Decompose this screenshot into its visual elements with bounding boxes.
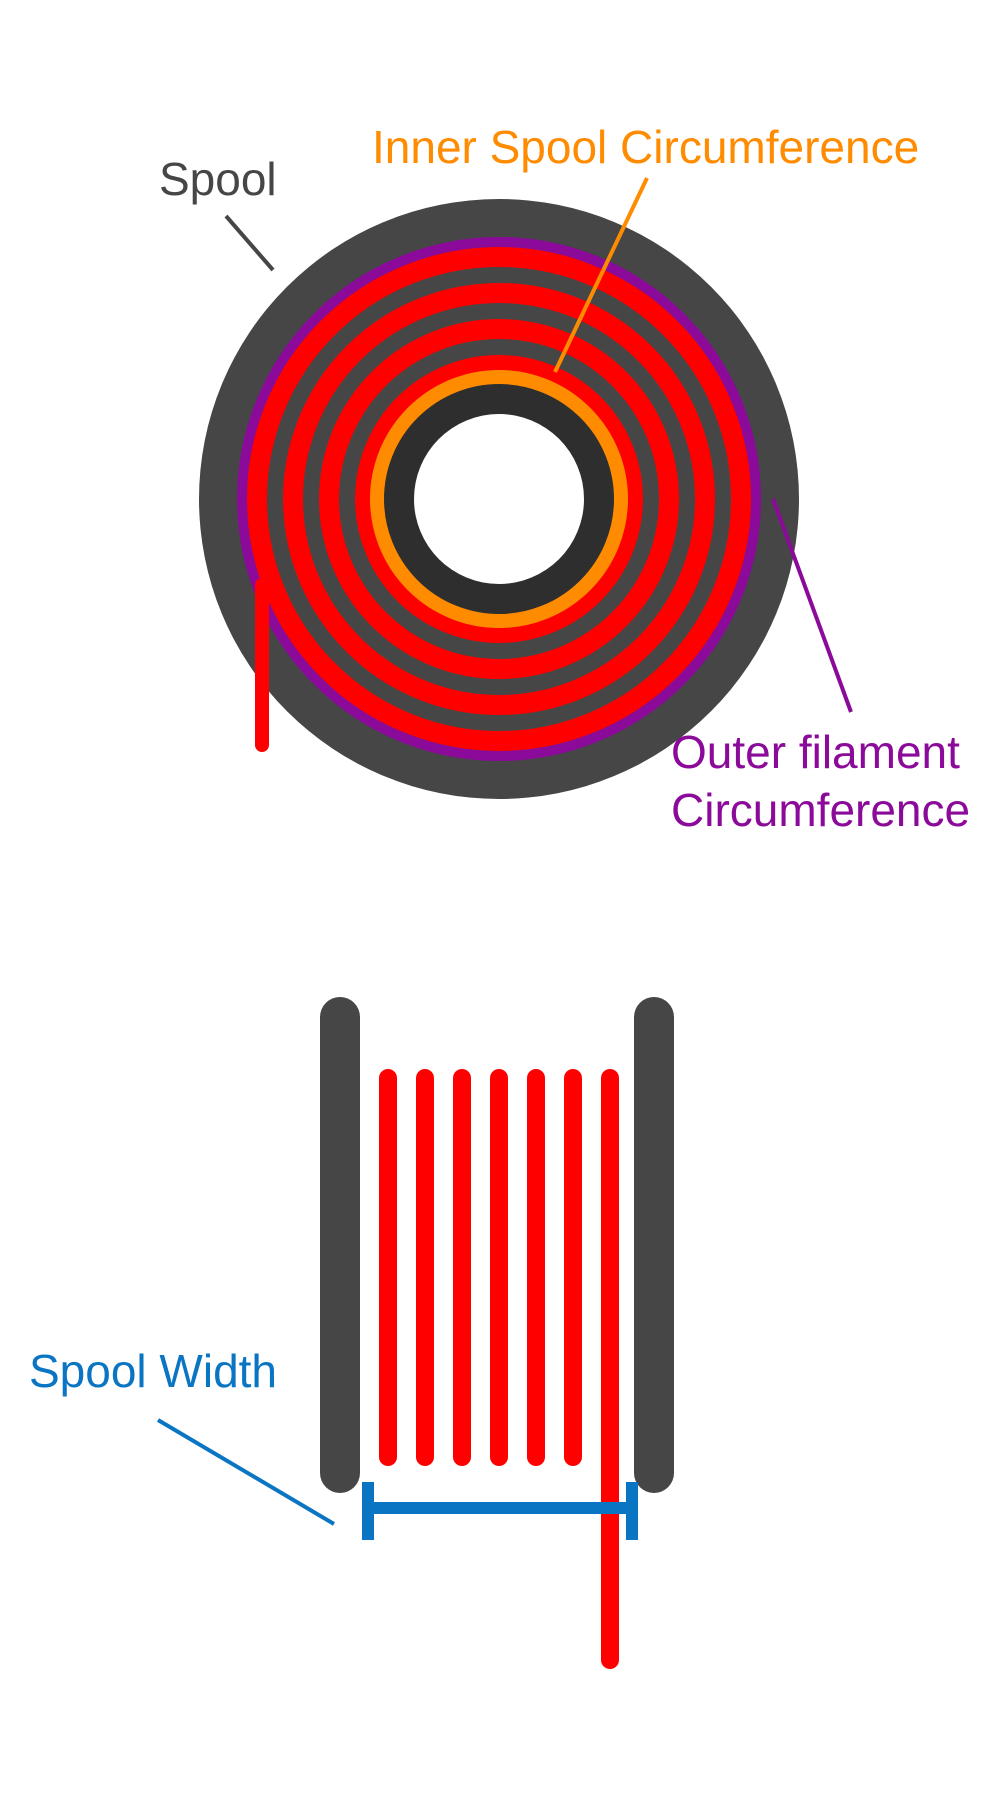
- outer-filament-label-line-2: Circumference: [671, 784, 971, 836]
- spool-width-label: Spool Width: [29, 1345, 278, 1397]
- spool-top-view: [199, 177, 853, 799]
- outer-filament-circumference-leader-line: [771, 498, 853, 713]
- spool-width-dimension: [362, 1482, 638, 1540]
- filament-strands: [379, 1069, 619, 1669]
- outer-filament-circumference-ring: [237, 237, 761, 761]
- spool-side-view: [156, 997, 674, 1669]
- filament-ring: [283, 283, 715, 715]
- inner-spool-circumference-label: Inner Spool Circumference: [372, 121, 920, 173]
- spool-leader-line: [224, 214, 275, 272]
- outer-filament-circumference-label: Outer filament Circumference: [671, 723, 970, 839]
- filament-ring: [355, 355, 643, 643]
- outer-filament-label-line-1: Outer filament: [671, 726, 960, 778]
- filament-ring: [247, 247, 751, 751]
- inner-spool-circumference-leader-line: [553, 177, 649, 373]
- spool-width-leader-line: [156, 1418, 336, 1526]
- filament-ring: [319, 319, 679, 679]
- spool-label: Spool: [159, 153, 277, 205]
- inner-spool-circumference-ring: [370, 370, 628, 628]
- spool-center-hole: [414, 414, 584, 584]
